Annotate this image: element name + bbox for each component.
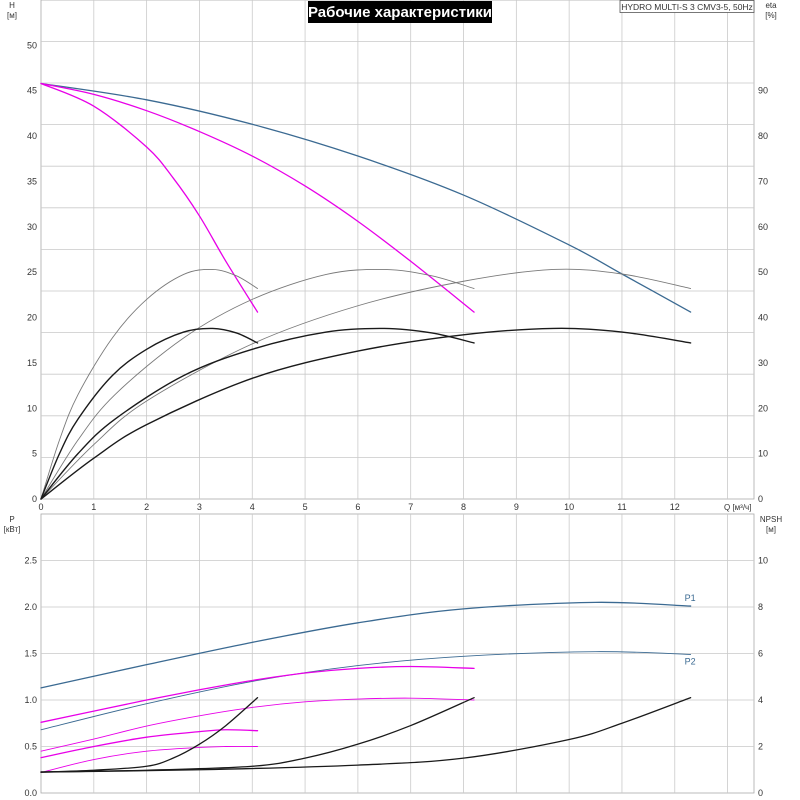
y-tick-left-label: 35: [27, 176, 37, 186]
y-tick-left-label: 50: [27, 40, 37, 50]
y-tick-left-label: 0.5: [24, 742, 37, 752]
y-tick-right-label: 60: [758, 222, 768, 232]
top-panel: 0510152025303540455001020304050607080900…: [7, 0, 777, 512]
series-line-npsh2: [40, 697, 475, 773]
y-axis-right-label: eta [%]: [765, 1, 777, 20]
x-tick-label: 10: [564, 502, 574, 512]
series-line-etatot1: [40, 327, 259, 500]
series-line-p2_1: [40, 745, 258, 773]
series-line-h1: [40, 82, 259, 313]
y-tick-right-label: 4: [758, 695, 763, 705]
y-axis-left-label: H [м]: [7, 1, 17, 20]
y-tick-left-label: 2.0: [24, 602, 37, 612]
y-axis-left-label: P [кВт]: [4, 515, 21, 534]
series-line-P2: [40, 651, 692, 731]
y-tick-right-label: 50: [758, 267, 768, 277]
y-tick-left-label: 15: [27, 358, 37, 368]
series-line-etatot3: [40, 327, 692, 500]
x-tick-label: 6: [355, 502, 360, 512]
y-tick-right-label: 10: [758, 556, 768, 566]
y-tick-right-label: 0: [758, 788, 763, 798]
y-tick-left-label: 1.5: [24, 649, 37, 659]
x-tick-label: 5: [303, 502, 308, 512]
model-box: [619, 0, 755, 13]
y-tick-left-label: 20: [27, 313, 37, 323]
y-tick-right-label: 80: [758, 131, 768, 141]
y-tick-left-label: 10: [27, 403, 37, 413]
x-tick-label: 2: [144, 502, 149, 512]
series-line-npsh1: [40, 697, 259, 773]
y-tick-right-label: 0: [758, 494, 763, 504]
chart-header: Рабочие характеристики HYDRO MULTI-S 3 C…: [308, 0, 755, 23]
y-tick-left-label: 45: [27, 86, 37, 96]
bottom-panel: 0.0 0.5 1.0 1.5 2.0 2.5 0 2 4 6 8 10 P [кВт] NPSH [м] P1…: [4, 513, 782, 798]
y-tick-left-label: 1.0: [24, 695, 37, 705]
series-line-p1_1: [40, 729, 259, 759]
x-tick-label: 0: [38, 502, 43, 512]
y-tick-left-label: 2.5: [24, 556, 37, 566]
x-tick-label: 1: [91, 502, 96, 512]
y-axis-right-label: NPSH [м]: [760, 515, 782, 534]
y-tick-left-label: 5: [32, 449, 37, 459]
series-line-p2_2: [40, 697, 475, 752]
y-tick-left-label: 40: [27, 131, 37, 141]
series-label-P1: P1: [685, 593, 696, 603]
series-line-p1_2: [40, 665, 475, 723]
x-tick-label: 11: [617, 502, 626, 512]
y-tick-left-label: 0.0: [24, 788, 37, 798]
series-line-eta2: [40, 268, 475, 500]
x-tick-label: 12: [670, 502, 680, 512]
series-line-etatot2: [40, 327, 475, 500]
x-tick-label: 9: [514, 502, 519, 512]
y-tick-right-label: 90: [758, 86, 768, 96]
x-tick-label: 3: [197, 502, 202, 512]
series-line-h3: [40, 82, 692, 313]
y-tick-left-label: 0: [32, 494, 37, 504]
series-line-eta3: [40, 268, 692, 500]
x-axis-label: Q [м³/ч]: [724, 503, 751, 512]
series-label-P2: P2: [685, 656, 696, 666]
series-line-h2: [40, 82, 475, 313]
y-tick-right-label: 8: [758, 602, 763, 612]
model-label: HYDRO MULTI-S 3 CMV3-5, 50Hz: [621, 2, 753, 12]
y-tick-left-label: 30: [27, 222, 37, 232]
y-tick-right-label: 6: [758, 649, 763, 659]
y-tick-right-label: 30: [758, 358, 768, 368]
y-tick-right-label: 70: [758, 176, 768, 186]
y-tick-right-label: 40: [758, 313, 768, 323]
x-tick-label: 4: [250, 502, 255, 512]
y-tick-left-label: 25: [27, 267, 37, 277]
y-tick-right-label: 2: [758, 742, 763, 752]
series-line-npsh3: [40, 697, 692, 773]
x-tick-label: 7: [408, 502, 413, 512]
y-tick-right-label: 20: [758, 403, 768, 413]
y-tick-right-label: 10: [758, 449, 768, 459]
series-line-P1: [40, 601, 692, 689]
series-line-eta1: [40, 268, 258, 500]
chart-title: Рабочие характеристики: [308, 4, 492, 21]
title-box: [308, 1, 492, 23]
x-tick-label: 8: [461, 502, 466, 512]
